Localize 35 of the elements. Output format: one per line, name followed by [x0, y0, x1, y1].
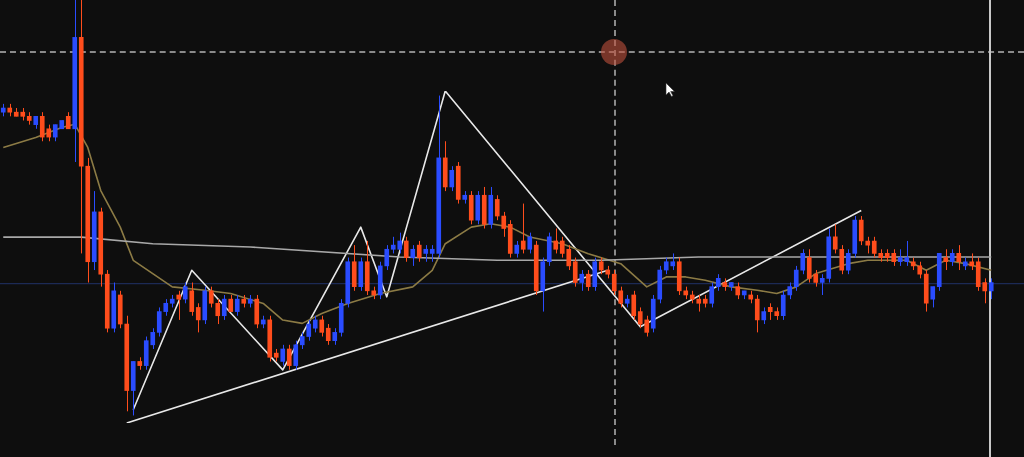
candlestick [319, 315, 325, 338]
candlestick [403, 236, 409, 263]
candlestick [189, 282, 195, 317]
candlestick [410, 244, 416, 267]
candlestick [800, 248, 806, 275]
candlestick [449, 165, 455, 192]
candlestick [754, 294, 760, 333]
candlestick [585, 269, 591, 292]
candlestick [520, 203, 526, 254]
candlestick [780, 290, 786, 321]
candlestick [527, 232, 533, 254]
candlestick [943, 248, 949, 271]
candlestick [501, 211, 507, 238]
candlestick [930, 286, 936, 308]
candlestick [416, 240, 422, 263]
candlestick [956, 244, 962, 271]
candlestick [293, 340, 299, 371]
candlestick [182, 282, 188, 304]
candlestick [384, 244, 390, 271]
candlestick [631, 290, 637, 321]
candlestick [176, 290, 182, 321]
candlestick [858, 215, 864, 246]
candlestick [494, 194, 500, 221]
candlestick [988, 277, 994, 300]
candlestick [553, 228, 559, 254]
candlestick [572, 257, 578, 288]
candlestick [709, 282, 715, 308]
candlestick [793, 265, 799, 292]
candlestick [325, 323, 331, 346]
candlestick [234, 294, 240, 317]
candlestick [579, 269, 585, 292]
candlestick [221, 294, 227, 321]
candlestick [195, 302, 201, 333]
candlestick [280, 344, 286, 367]
candlestick [286, 344, 292, 371]
